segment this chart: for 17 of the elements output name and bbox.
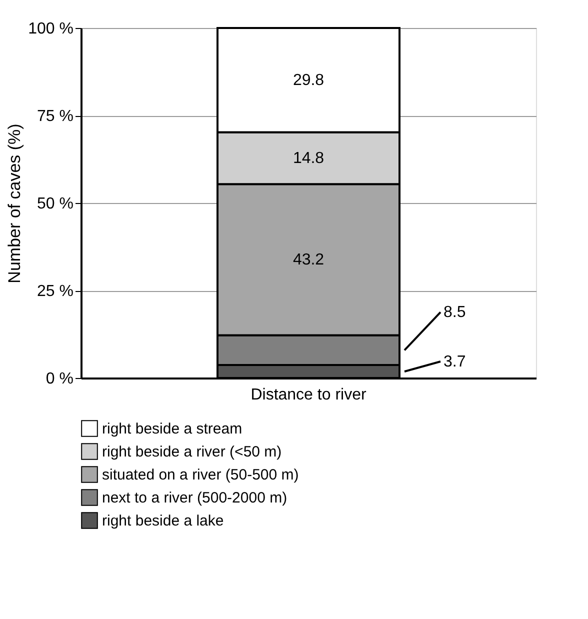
data-label: 29.8	[292, 72, 324, 90]
y-tick-label: 75 %	[37, 108, 74, 125]
data-label: 43.2	[292, 252, 324, 269]
y-tick-label: 25 %	[37, 283, 74, 300]
legend-label: right beside a lake	[102, 512, 224, 530]
legend-label: right beside a river (<50 m)	[102, 444, 282, 460]
data-label: 3.7	[444, 354, 466, 371]
x-tick-label: Distance to river	[250, 386, 367, 404]
y-axis-title: Number of caves (%)	[5, 124, 24, 284]
legend-label: situated on a river (50-500 m)	[102, 466, 299, 484]
data-label: 14.8	[292, 150, 324, 168]
legend-label: next to a river (500-2000 m)	[102, 490, 288, 506]
legend-label: right beside a stream	[102, 420, 242, 438]
data-label: 8.5	[444, 304, 466, 322]
y-tick-label: 0 %	[46, 370, 74, 388]
y-tick-label: 50 %	[37, 196, 74, 212]
y-tick-label: 100 %	[28, 20, 74, 38]
